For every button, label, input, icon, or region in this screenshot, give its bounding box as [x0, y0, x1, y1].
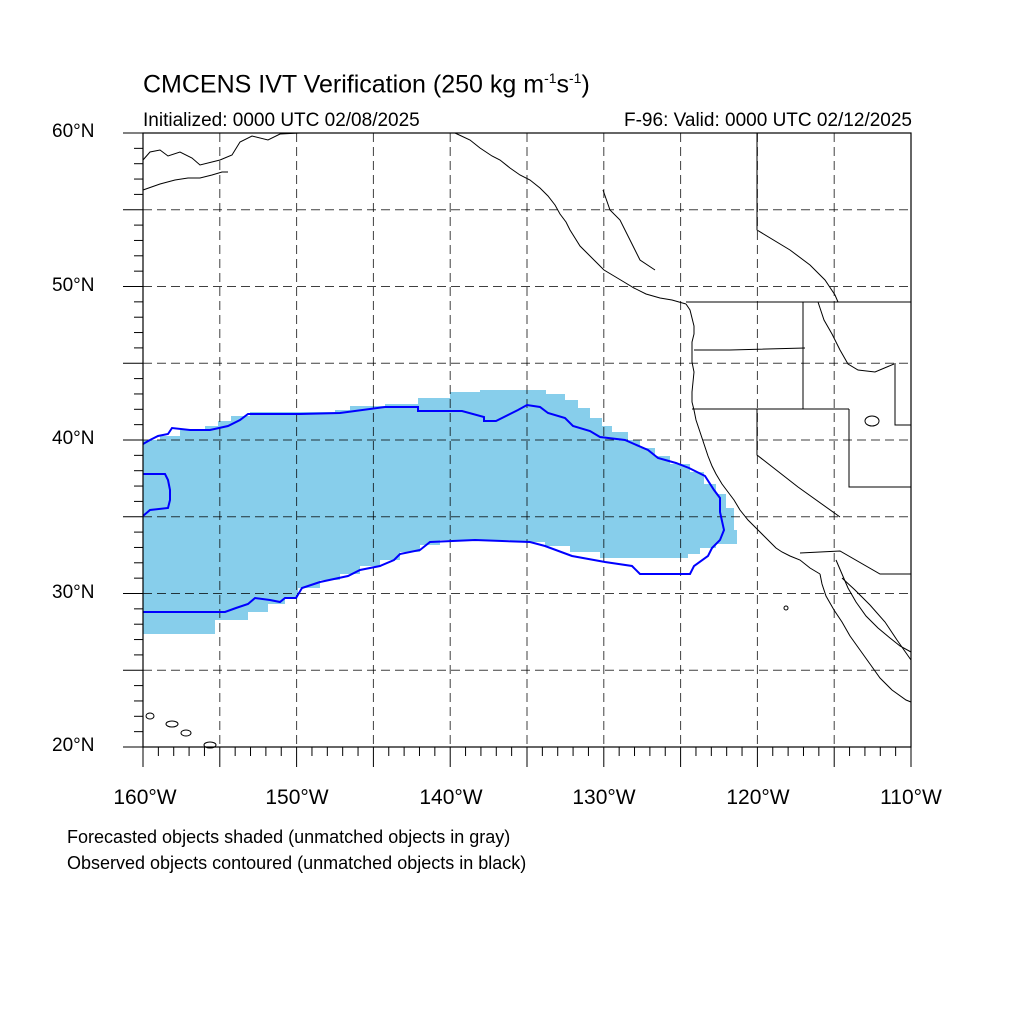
initialized-label: Initialized: 0000 UTC 02/08/2025: [143, 110, 420, 131]
lat-label-40n: 40°N: [52, 428, 95, 449]
lat-label-20n: 20°N: [52, 735, 95, 756]
channel-island: [783, 605, 789, 611]
map-gridlines: [143, 133, 911, 747]
lat-label-50n: 50°N: [52, 275, 95, 296]
bc-washington-coast: [685, 303, 821, 575]
nevada-california-border: [756, 409, 841, 518]
coastlines-and-borders: [142, 132, 912, 749]
bc-alberta-border: [756, 133, 839, 303]
wyoming-border: [894, 363, 911, 426]
observed-object-main: [142, 403, 726, 613]
gulf-california-coast: [835, 559, 912, 653]
observed-object-contours: [142, 403, 726, 613]
hawaii-island: [165, 720, 179, 728]
montana-idaho-border: [817, 301, 895, 373]
alaska-peninsula-coast: [142, 171, 228, 191]
baja-california-coast: [819, 573, 912, 703]
lat-label-30n: 30°N: [52, 582, 95, 603]
map-frame: [142, 132, 912, 748]
legend-forecast-note: Forecasted objects shaded (unmatched obj…: [67, 827, 511, 847]
lat-label-60n: 60°N: [52, 121, 95, 142]
nevada-utah-border: [848, 409, 911, 488]
coast-mountains-border: [602, 189, 656, 271]
valid-time-label: F-96: Valid: 0000 UTC 02/12/2025: [624, 110, 912, 131]
washington-oregon-border: [694, 347, 806, 351]
hawaii-island: [180, 729, 192, 737]
us-mexico-border: [799, 550, 911, 575]
axis-ticks: [123, 132, 912, 767]
lon-label-150w: 150°W: [265, 786, 329, 809]
forecast-object: [143, 390, 737, 634]
observed-object-west: [142, 473, 171, 517]
great-salt-lake: [864, 415, 880, 427]
lon-label-130w: 130°W: [572, 786, 636, 809]
legend-observed-note: Observed objects contoured (unmatched ob…: [67, 853, 527, 873]
chart-title: CMCENS IVT Verification (250 kg m-1s-1): [143, 70, 590, 99]
lon-label-110w: 110°W: [880, 786, 942, 809]
alaska-panhandle-coast: [454, 132, 687, 305]
mainland-mexico-coast: [841, 577, 912, 661]
lon-label-140w: 140°W: [419, 786, 483, 809]
forecast-object-shading: [143, 390, 737, 634]
lon-label-160w: 160°W: [113, 786, 177, 809]
hawaii-island: [203, 741, 217, 749]
hawaii-island: [145, 712, 155, 720]
alaska-coast: [142, 132, 301, 166]
lon-label-120w: 120°W: [726, 786, 790, 809]
